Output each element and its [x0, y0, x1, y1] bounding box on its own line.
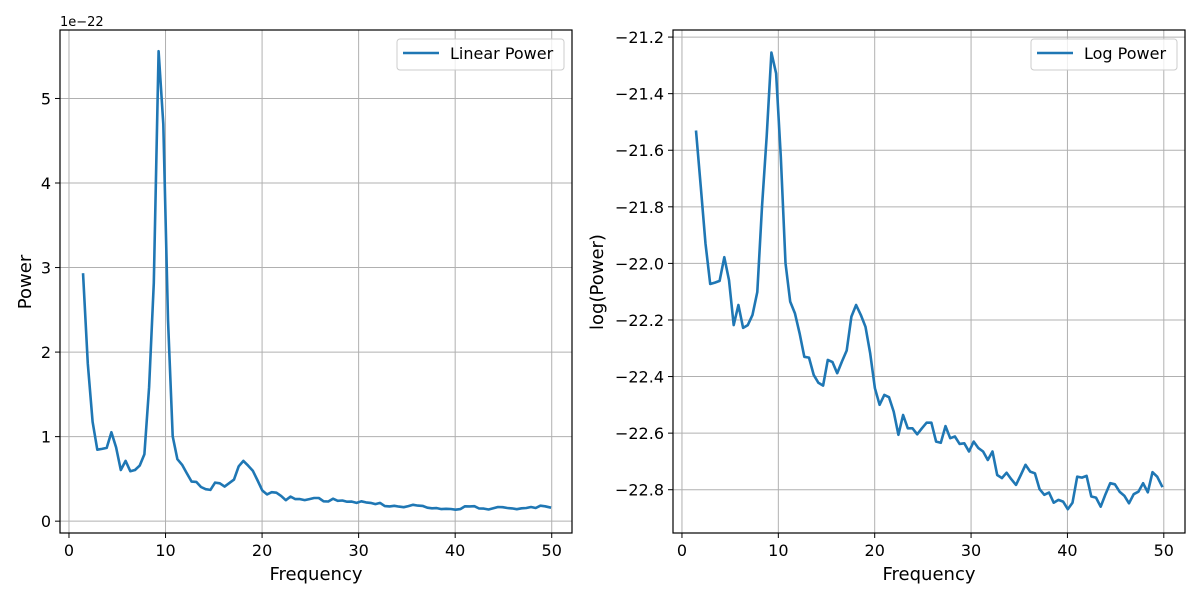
y-tick-label: 3	[41, 259, 51, 278]
linear-power-line	[81, 49, 552, 512]
legend-label: Log Power	[1084, 44, 1166, 63]
x-ticks: 0 10 20 30 40 50	[677, 533, 1174, 560]
y-tick-label: −21.2	[615, 28, 664, 47]
y-ticks: 0 1 2 3 4 5	[41, 89, 60, 531]
log-power-line	[694, 51, 1164, 511]
x-tick-label: 20	[865, 541, 885, 560]
x-ticks: 0 10 20 30 40 50	[64, 533, 562, 560]
y-axis-label: log(Power)	[587, 234, 608, 330]
legend-label: Linear Power	[450, 44, 554, 63]
y-tick-label: 0	[41, 512, 51, 531]
y-tick-label: −21.4	[615, 85, 664, 104]
y-tick-label: 5	[41, 89, 51, 108]
x-tick-label: 50	[1154, 541, 1174, 560]
x-tick-label: 30	[961, 541, 981, 560]
legend-box	[1030, 38, 1178, 71]
y-tick-label: −21.6	[615, 141, 664, 160]
x-axis-label: Frequency	[270, 564, 363, 585]
axes-frame	[59, 29, 573, 534]
x-tick-label: 40	[1057, 541, 1077, 560]
x-tick-label: 30	[348, 541, 368, 560]
y-tick-label: 4	[41, 174, 51, 193]
y-ticks: −21.2 −21.4 −21.6 −21.8 −22.0 −22.2 −22.4 −22.6…	[615, 28, 673, 500]
y-tick-label: −21.8	[615, 198, 664, 217]
y-offset-text: 1e−22	[60, 15, 104, 30]
y-tick-label: −22.8	[615, 481, 664, 500]
legend: Linear Power	[396, 38, 565, 71]
x-axis-label: Frequency	[883, 564, 976, 585]
y-tick-label: −22.4	[615, 368, 664, 387]
y-tick-label: 1	[41, 428, 51, 447]
x-tick-label: 0	[64, 541, 74, 560]
y-tick-label: 2	[41, 343, 51, 362]
x-tick-label: 10	[155, 541, 175, 560]
legend: Log Power	[1030, 38, 1178, 71]
x-tick-label: 20	[252, 541, 272, 560]
log-power-plot: 0 10 20 30 40 50 −21.2 −21.4 −21.6 −21.8 −22.0 −22…	[587, 28, 1186, 585]
y-tick-label: −22.6	[615, 424, 664, 443]
x-tick-label: 50	[542, 541, 562, 560]
x-tick-label: 40	[445, 541, 465, 560]
y-axis-label: Power	[15, 254, 36, 309]
y-tick-label: −22.0	[615, 254, 664, 273]
legend-box	[396, 38, 565, 71]
linear-power-plot: 0 10 20 30 40 50 0 1 2 3 4 5 1e−22 Frequency Power…	[15, 15, 573, 585]
x-tick-label: 0	[677, 541, 687, 560]
x-tick-label: 10	[768, 541, 788, 560]
grid	[673, 30, 1185, 533]
y-tick-label: −22.2	[615, 311, 664, 330]
axes-frame	[672, 29, 1186, 534]
